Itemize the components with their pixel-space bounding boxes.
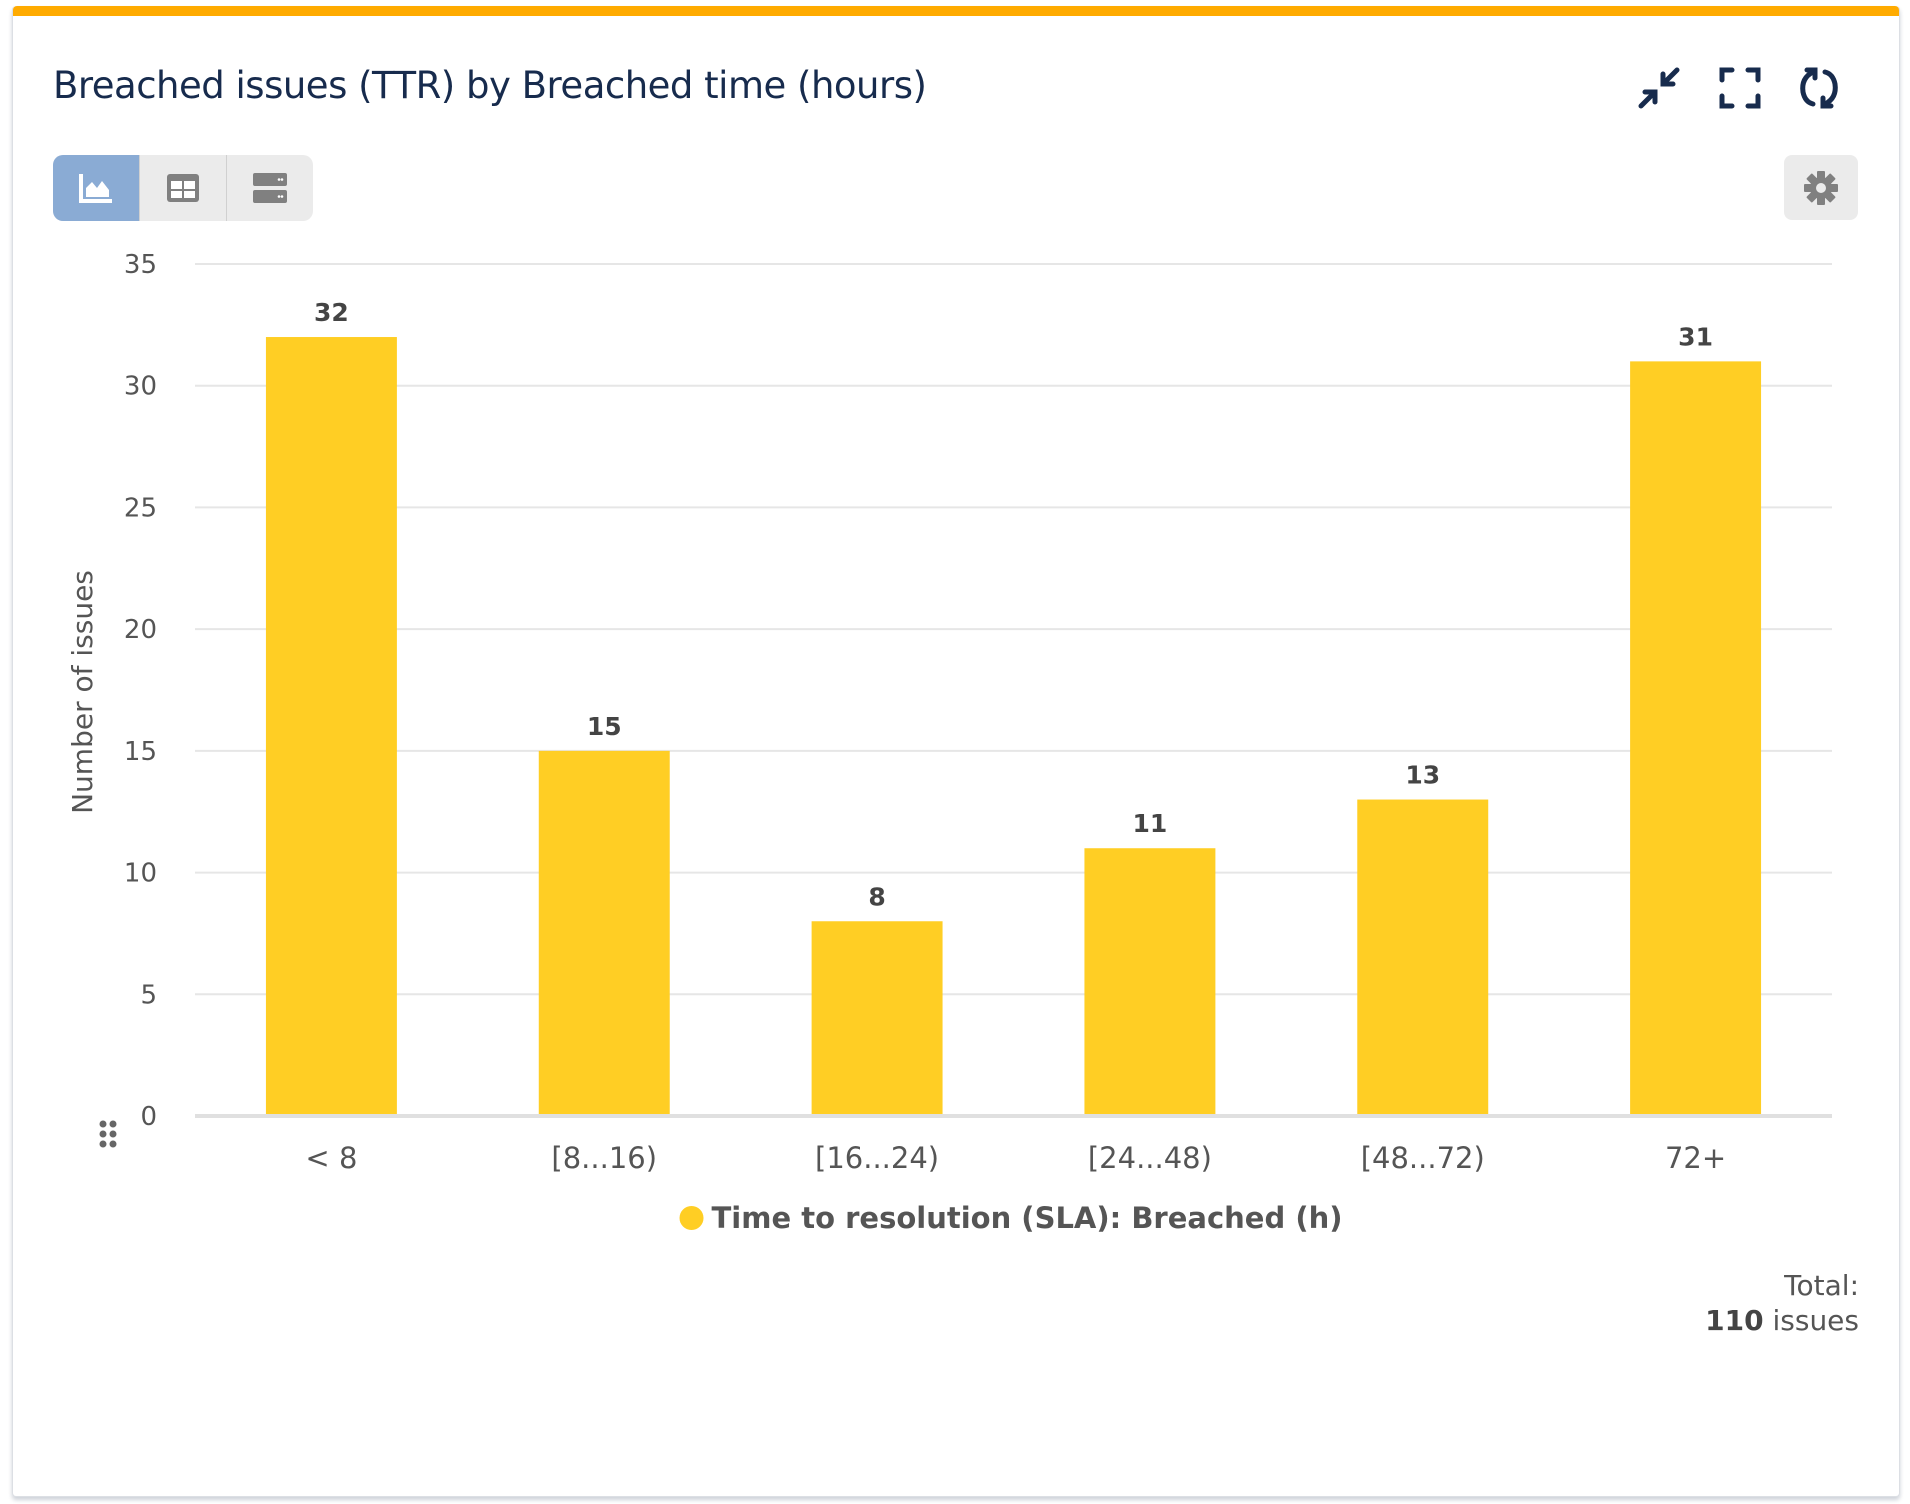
y-tick-label: 30 — [124, 372, 157, 402]
y-tick-label: 35 — [124, 250, 157, 280]
fullscreen-icon[interactable] — [1716, 64, 1764, 112]
bar — [811, 921, 943, 1114]
legend-label: Time to resolution (SLA): Breached (h) — [712, 1201, 1343, 1235]
collapse-icon[interactable] — [1635, 64, 1683, 112]
data-label: 8 — [868, 882, 885, 911]
data-label: 13 — [1405, 761, 1440, 790]
chart-icon — [79, 174, 112, 203]
total-value: 110 — [1705, 1304, 1764, 1337]
x-tick-label: 72+ — [1665, 1141, 1726, 1175]
legend[interactable]: Time to resolution (SLA): Breached (h) — [679, 1201, 1343, 1235]
x-tick-label: [8...16) — [551, 1141, 657, 1175]
view-toggle — [53, 155, 313, 221]
table-view-button[interactable] — [140, 155, 227, 221]
y-tick-label: 0 — [140, 1102, 157, 1132]
data-labels: 32 15 8 11 13 31 — [314, 298, 1713, 911]
table-icon — [167, 174, 199, 202]
y-tick-label: 20 — [124, 615, 157, 645]
x-tick-label: < 8 — [305, 1141, 357, 1175]
y-tick-label: 10 — [124, 859, 157, 889]
drag-handle-icon — [99, 1120, 117, 1148]
x-tick-label: [24...48) — [1088, 1141, 1212, 1175]
chart-view-button[interactable] — [53, 155, 140, 221]
data-label: 32 — [314, 298, 349, 327]
data-label: 15 — [587, 712, 622, 741]
y-tick-label: 5 — [140, 980, 157, 1010]
bar — [1084, 848, 1216, 1114]
list-view-button[interactable] — [227, 155, 313, 221]
bar — [265, 337, 397, 1114]
x-tick-label: [48...72) — [1361, 1141, 1485, 1175]
total-label: Total: — [1784, 1269, 1859, 1302]
list-icon — [253, 173, 287, 203]
legend-marker — [679, 1206, 704, 1230]
bar — [1630, 361, 1762, 1114]
total-summary: Total: 110 issues — [1705, 1268, 1859, 1338]
y-tick-label: 25 — [124, 493, 157, 523]
x-tick-label: [16...24) — [815, 1141, 939, 1175]
data-label: 31 — [1678, 322, 1713, 351]
data-label: 11 — [1133, 809, 1168, 838]
bar — [538, 750, 670, 1114]
gridlines — [195, 263, 1832, 1118]
y-tick-label: 15 — [124, 737, 157, 767]
y-tick-labels: 0 5 10 15 20 25 30 35 — [124, 250, 157, 1132]
y-axis-label: Number of issues — [66, 570, 99, 814]
drag-handle[interactable] — [98, 1120, 120, 1153]
gear-icon — [1804, 170, 1838, 205]
refresh-icon[interactable] — [1795, 64, 1843, 112]
page-title: Breached issues (TTR) by Breached time (… — [53, 64, 927, 107]
accent-bar — [13, 6, 1899, 16]
total-unit: issues — [1772, 1304, 1859, 1337]
x-tick-labels: < 8 [8...16) [16...24) [24...48) [48...72) 72… — [305, 1141, 1726, 1175]
bars — [265, 337, 1762, 1114]
bar — [1357, 799, 1489, 1114]
settings-button[interactable] — [1784, 155, 1858, 220]
